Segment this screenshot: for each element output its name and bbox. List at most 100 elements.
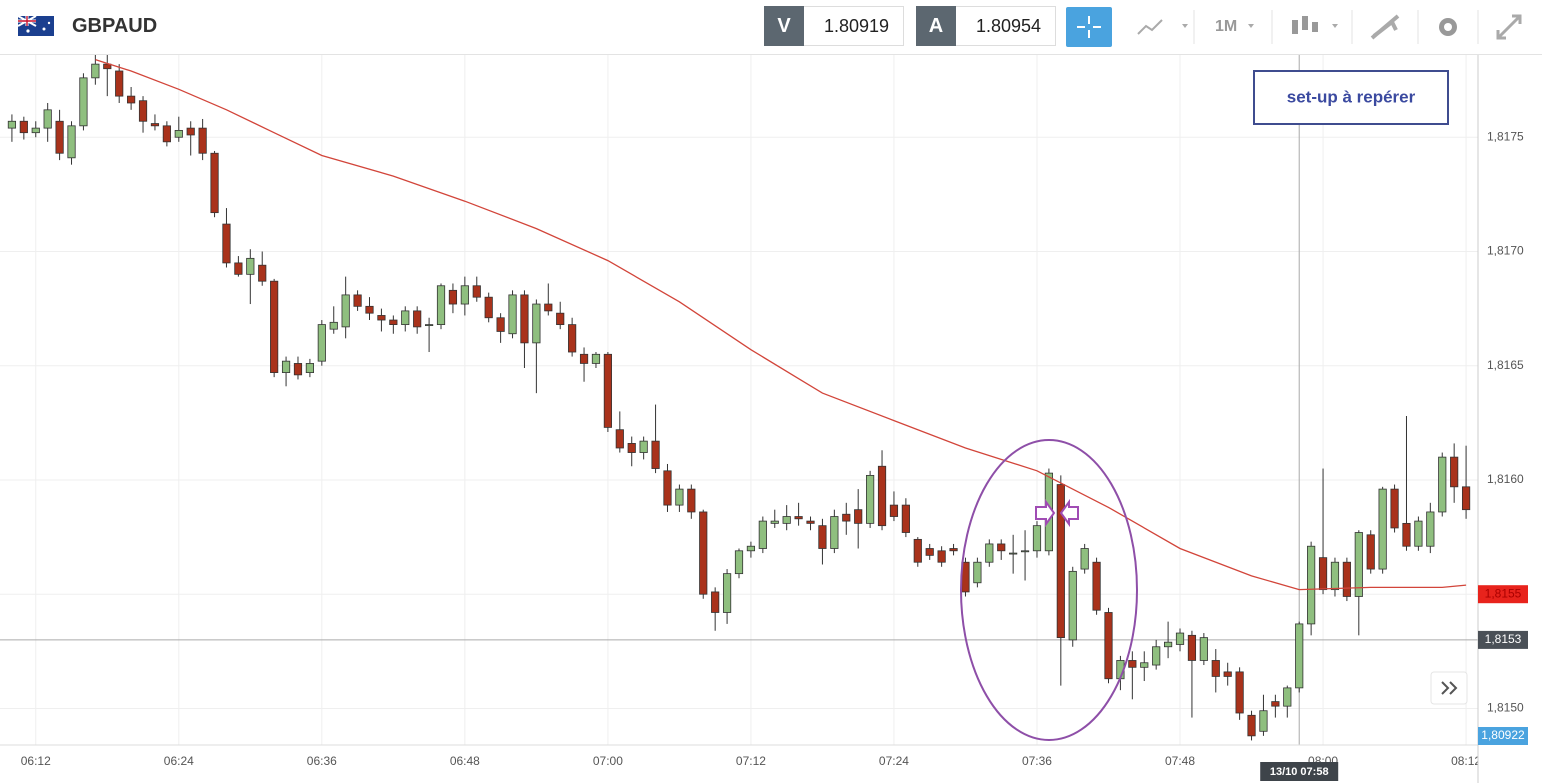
- candle-body: [329, 321, 338, 330]
- toolbar-icons[interactable]: [1122, 0, 1542, 54]
- toolbar: GBPAUD V 1.80919 A 1.80954 1M: [0, 0, 1542, 55]
- crosshair-button[interactable]: [1066, 7, 1112, 47]
- candle-body: [770, 520, 779, 524]
- candle-body: [138, 100, 148, 122]
- candle-body: [460, 285, 469, 305]
- ma-badge-bg: [1478, 585, 1528, 604]
- candle-body: [1330, 561, 1340, 591]
- x-tick-label: 07:24: [879, 754, 909, 768]
- candle-body: [127, 95, 136, 104]
- y-axis-bg: [1478, 55, 1542, 783]
- candle-body: [1295, 623, 1304, 689]
- candle-body: [1271, 701, 1280, 707]
- candle-body: [365, 305, 374, 314]
- candle-body: [103, 63, 112, 70]
- candle-body: [1223, 671, 1232, 677]
- annotation: set-up à repérer: [1287, 87, 1416, 106]
- candle-body: [591, 353, 601, 364]
- candle-body: [1402, 522, 1411, 547]
- candle-body: [436, 285, 446, 326]
- annotation-box: [1253, 70, 1449, 125]
- candle-body: [1140, 662, 1149, 668]
- candle-body: [1461, 486, 1471, 511]
- candle-body: [1104, 612, 1113, 680]
- candle-body: [210, 152, 219, 214]
- sell-price: 1.80919: [824, 16, 890, 36]
- candle-body: [663, 470, 672, 506]
- x-tick-label: 07:48: [1165, 754, 1195, 768]
- candle-body: [496, 317, 505, 332]
- candle-body: [425, 324, 434, 327]
- candle-body: [91, 63, 100, 79]
- candle-body: [1009, 552, 1018, 555]
- candle-body: [1175, 632, 1185, 645]
- candle-body: [556, 312, 565, 326]
- candle-body: [1056, 484, 1065, 639]
- candle-body: [877, 465, 887, 527]
- candle-body: [43, 109, 52, 129]
- candle-body: [1307, 545, 1316, 625]
- candle-body: [270, 280, 279, 373]
- y-tick-label: 1,8150: [1487, 701, 1524, 715]
- candle-body: [675, 488, 684, 506]
- candle-body: [1020, 550, 1030, 553]
- candle-body: [1152, 646, 1161, 666]
- candle-body: [627, 443, 636, 453]
- candle-body: [1342, 561, 1351, 597]
- candle-body: [1128, 660, 1137, 668]
- candle-body: [520, 294, 529, 344]
- candle-body: [603, 353, 612, 428]
- candle-body: [353, 294, 362, 307]
- x-tick-label: 07:00: [593, 754, 623, 768]
- candle-body: [842, 513, 851, 522]
- candle-body: [734, 550, 744, 575]
- y-tick-label: 1,8165: [1487, 358, 1524, 372]
- candle-body: [305, 363, 314, 373]
- candle-body: [722, 573, 732, 613]
- candle-body: [651, 440, 660, 469]
- candle-body: [973, 561, 982, 584]
- candle-body: [949, 548, 958, 552]
- symbol: GBPAUD: [72, 15, 158, 37]
- candle-body: [1235, 671, 1244, 714]
- candle-body: [854, 509, 863, 524]
- candle-body: [806, 520, 815, 524]
- x-tick-label: 08:12: [1451, 754, 1481, 768]
- candle-body: [1378, 488, 1387, 570]
- candle-body: [234, 262, 243, 275]
- candle-body: [150, 123, 160, 127]
- candle-body: [1080, 548, 1089, 570]
- y-tick-label: 1,8170: [1487, 244, 1524, 258]
- candle-body: [1438, 456, 1447, 513]
- candle-body: [1354, 532, 1363, 597]
- candle-body: [472, 285, 481, 298]
- candle-body: [1366, 534, 1375, 570]
- crosshair-price: 1,8153: [1485, 632, 1522, 646]
- candle-body: [1450, 456, 1459, 488]
- candle-body: [532, 303, 541, 344]
- arrow-right: [1035, 498, 1056, 528]
- ma-badge: 1,8155: [1485, 586, 1522, 600]
- candle-body: [448, 289, 458, 305]
- candle-body: [341, 294, 350, 328]
- candle-body: [413, 310, 422, 328]
- candle-body: [711, 591, 720, 613]
- candle-body: [67, 125, 76, 159]
- candle-body: [162, 125, 171, 143]
- candle-body: [79, 77, 88, 127]
- candle-body: [782, 516, 791, 524]
- candle-body: [281, 360, 291, 373]
- y-tick-label: 1,8175: [1487, 129, 1524, 143]
- candle-body: [1068, 570, 1077, 641]
- candle-body: [115, 70, 124, 97]
- candle-body: [484, 296, 493, 319]
- candle-body: [389, 319, 398, 326]
- timeframe[interactable]: 1M: [1215, 18, 1238, 35]
- candle-body: [186, 127, 195, 136]
- candle-body: [293, 363, 303, 376]
- buy-label: A: [916, 6, 956, 46]
- candle-body: [1283, 687, 1292, 707]
- candle-body: [55, 120, 64, 154]
- moving-average: [95, 58, 1467, 591]
- crosshair-time: 13/10 07:58: [1270, 766, 1329, 778]
